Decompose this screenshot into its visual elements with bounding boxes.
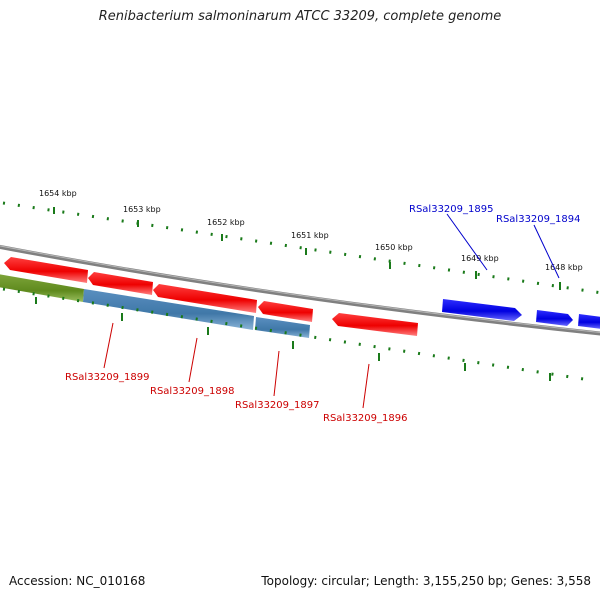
gene-label-rsal33209-1899[interactable]: RSal33209_1899 bbox=[65, 372, 149, 383]
gene-label-rsal33209-1898[interactable]: RSal33209_1898 bbox=[150, 386, 234, 397]
feature-green[interactable] bbox=[0, 274, 84, 302]
ruler-label-1651: 1651 kbp bbox=[291, 231, 329, 240]
cds-partial-right[interactable] bbox=[578, 314, 600, 329]
cds-red-4[interactable] bbox=[258, 301, 313, 322]
outer-tick-track bbox=[2, 201, 600, 295]
cds-red-3[interactable] bbox=[153, 284, 257, 313]
gene-label-rsal33209-1894[interactable]: RSal33209_1894 bbox=[496, 214, 580, 225]
ruler-label-1652: 1652 kbp bbox=[207, 218, 245, 227]
accession-text: Accession: NC_010168 bbox=[9, 574, 146, 588]
gene-label-rsal33209-1897[interactable]: RSal33209_1897 bbox=[235, 400, 319, 411]
inner-tick-track bbox=[2, 287, 591, 382]
gene-label-rsal33209-1896[interactable]: RSal33209_1896 bbox=[323, 413, 407, 424]
ruler-label-1648: 1648 kbp bbox=[545, 263, 583, 272]
ruler-label-1654: 1654 kbp bbox=[39, 189, 77, 198]
cds-rsal33209-1894[interactable] bbox=[536, 310, 573, 326]
ruler-label-1649: 1649 kbp bbox=[461, 254, 499, 263]
genome-stats-text: Topology: circular; Length: 3,155,250 bp… bbox=[261, 574, 591, 588]
genome-backbone bbox=[0, 244, 600, 336]
feature-steel-1[interactable] bbox=[83, 289, 254, 330]
gene-label-rsal33209-1895[interactable]: RSal33209_1895 bbox=[409, 204, 493, 215]
cds-rsal33209-1895[interactable] bbox=[442, 299, 522, 321]
cds-red-2[interactable] bbox=[88, 272, 153, 295]
cds-red-1[interactable] bbox=[4, 257, 88, 283]
ruler-label-1653: 1653 kbp bbox=[123, 205, 161, 214]
map-title: Renibacterium salmoninarum ATCC 33209, c… bbox=[98, 9, 502, 24]
cds-red-5[interactable] bbox=[332, 313, 418, 336]
ruler-label-1650: 1650 kbp bbox=[375, 243, 413, 252]
feature-steel-2[interactable] bbox=[255, 317, 310, 338]
